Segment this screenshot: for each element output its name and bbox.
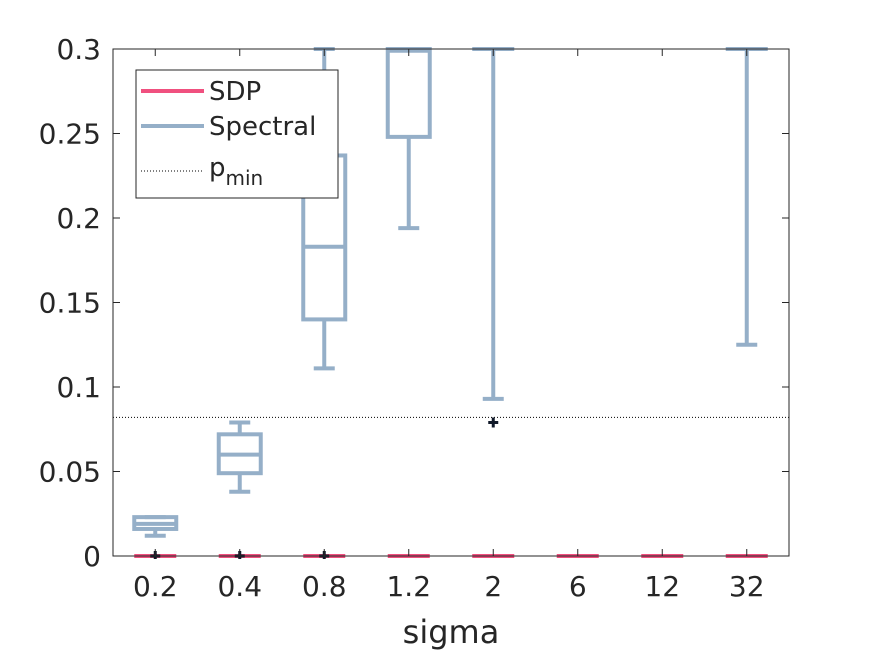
- x-tick-label: 6: [569, 570, 587, 603]
- y-tick-label: 0.2: [56, 202, 101, 235]
- box-spectral-0.4: [216, 420, 263, 494]
- legend: SDP Spectral pmin: [135, 69, 339, 199]
- box-spectral-0.2: [132, 515, 179, 538]
- x-tick-label: 1.2: [386, 570, 431, 603]
- x-tick-label: 0.8: [302, 570, 347, 603]
- y-tick-label: 0.1: [56, 371, 101, 404]
- legend-label-spectral: Spectral: [209, 112, 316, 142]
- y-tick-label: 0.3: [56, 33, 101, 66]
- legend-label-sdp: SDP: [209, 77, 261, 107]
- x-tick-label: 0.2: [133, 570, 178, 603]
- y-tick-label: 0.15: [39, 287, 101, 320]
- legend-label-pmin: pmin: [209, 153, 263, 190]
- legend-label-pmin-main: p: [209, 153, 226, 183]
- x-axis-title: sigma: [403, 613, 500, 651]
- axes: 0 0.05 0.1 0.15 0.2 0.25 0.3 0.2 0.4 0.8 1.2 2 6 12 32: [39, 33, 790, 603]
- outlier-marker-2: [488, 417, 499, 428]
- y-tick-label: 0.05: [39, 456, 101, 489]
- legend-label-pmin-sub: min: [226, 166, 264, 190]
- x-tick-label: 0.4: [217, 570, 262, 603]
- x-tick-label: 2: [484, 570, 502, 603]
- x-tick-label: 12: [644, 570, 680, 603]
- y-tick-label: 0: [83, 540, 101, 573]
- x-tick-label: 32: [729, 570, 765, 603]
- y-tick-label: 0.25: [39, 118, 101, 151]
